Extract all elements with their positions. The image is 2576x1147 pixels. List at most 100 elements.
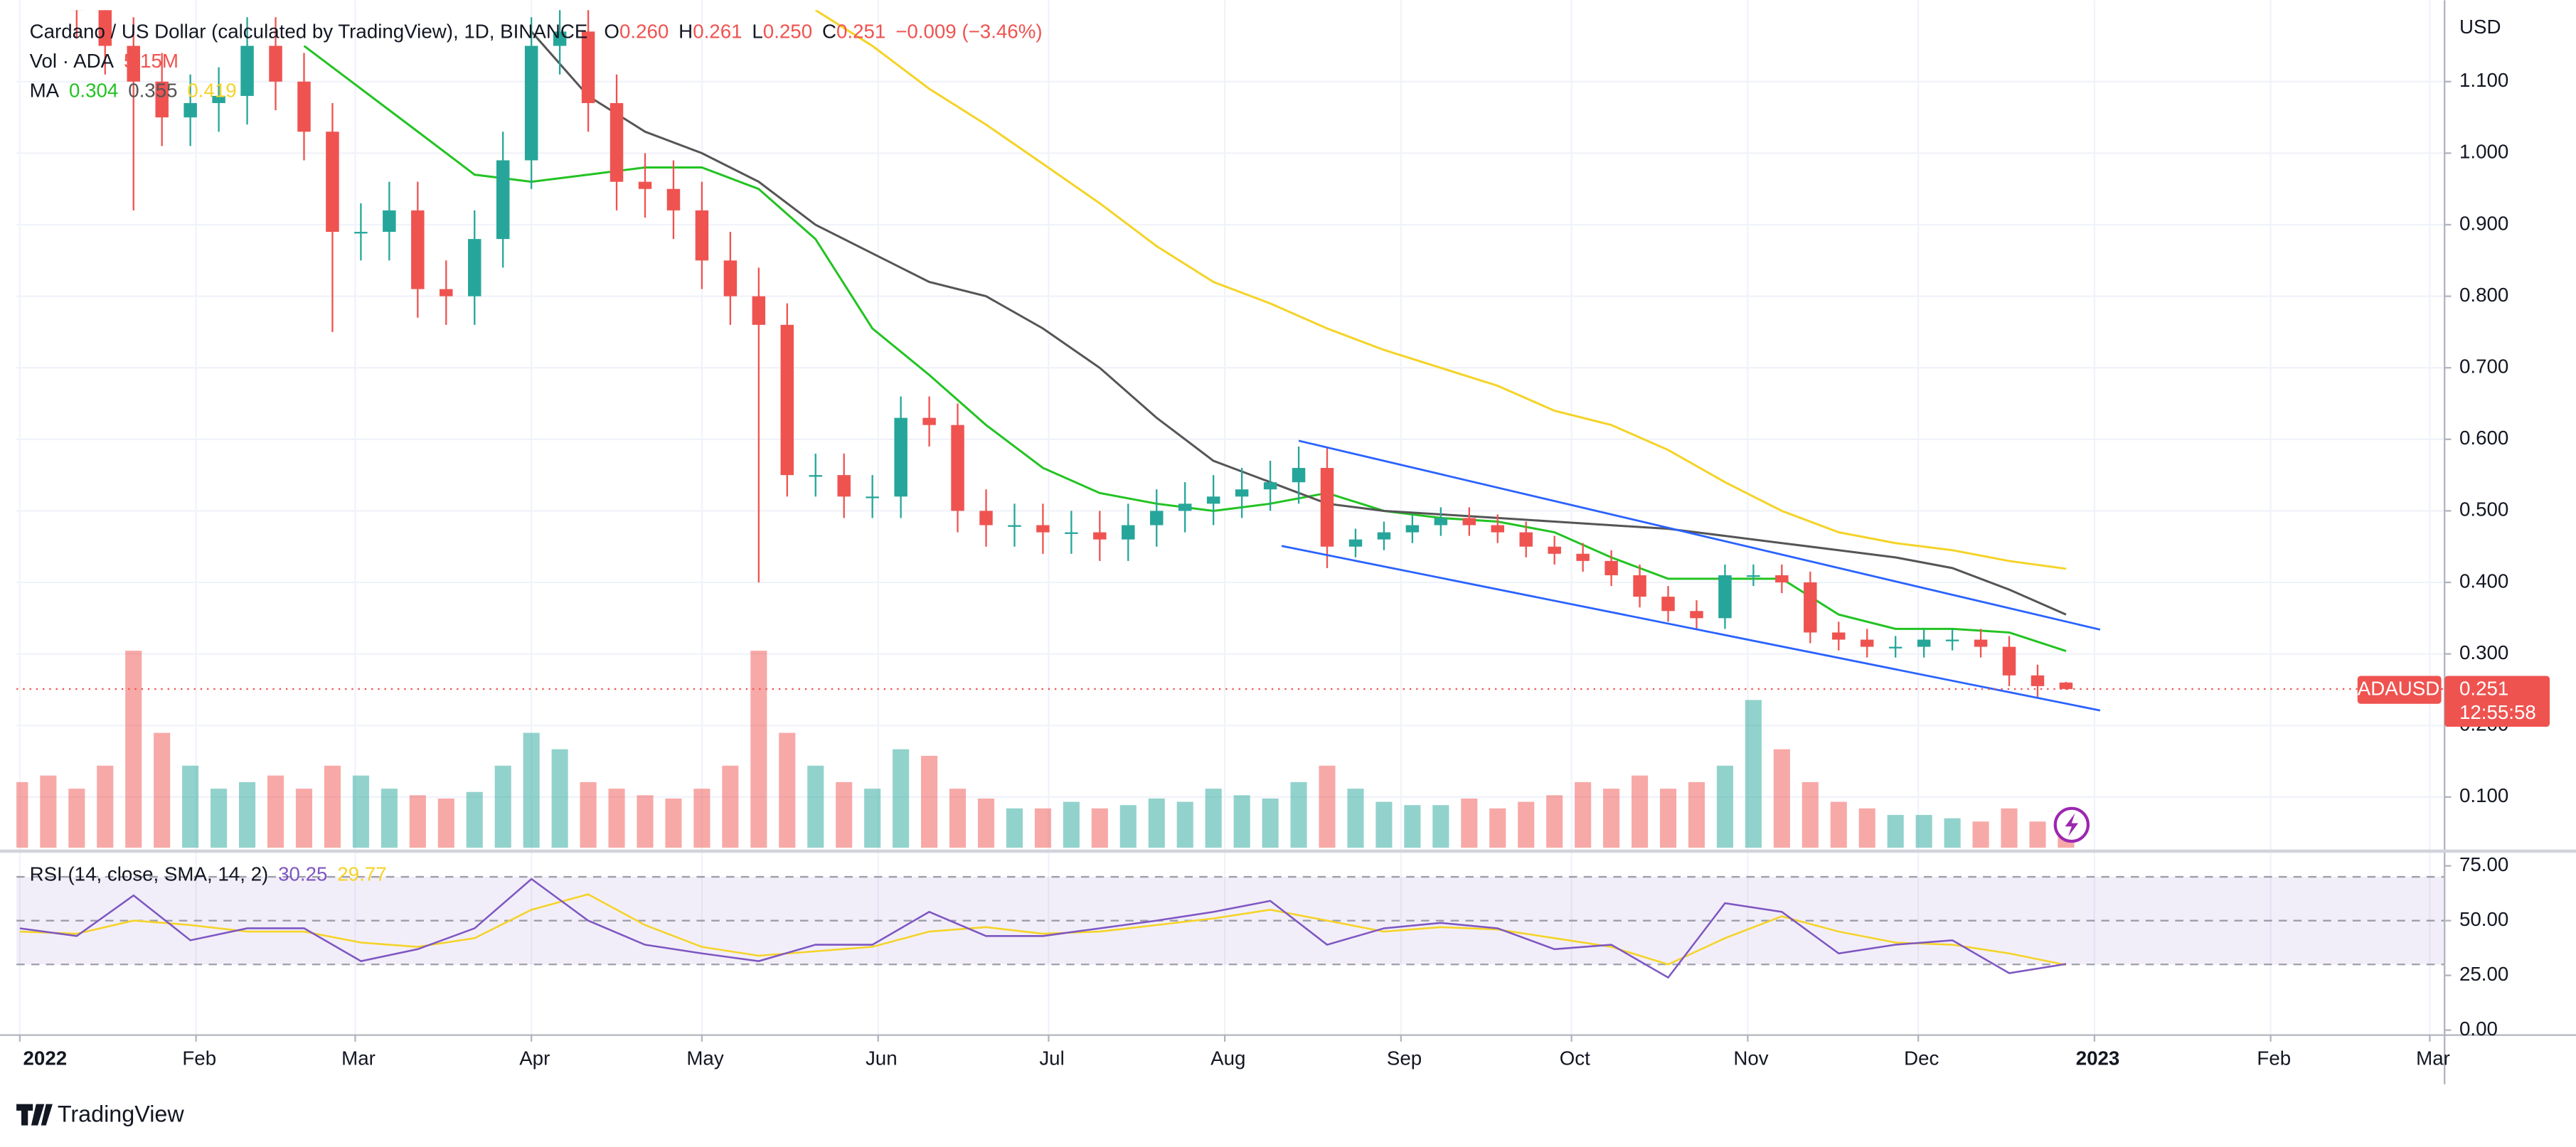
candle-body (1008, 525, 1021, 527)
candle-body (809, 475, 822, 477)
candle-body (1519, 532, 1533, 547)
candle-body (269, 46, 282, 82)
lightning-icon[interactable] (2053, 806, 2090, 843)
title: Cardano / US Dollar (calculated by Tradi… (30, 21, 588, 43)
candle-body (1775, 575, 1789, 583)
axes: 2022 Feb Mar Apr May Jun Jul Aug Sep Oct Nov Dec 202… (18, 69, 2508, 1069)
volume-bar (1716, 765, 1733, 848)
candle-body (240, 46, 254, 96)
ma-value: 0.419 (187, 80, 236, 102)
candle-body (1661, 597, 1675, 612)
candle-body (1320, 468, 1334, 547)
candle-body (1150, 511, 1164, 526)
ma-value: 0.304 (69, 80, 118, 102)
candle-body (297, 81, 311, 132)
y-tick-label: 0.500 (2459, 498, 2508, 521)
volume-bar (1347, 789, 1364, 848)
x-tick-label: 2023 (2076, 1047, 2120, 1069)
volume-bar (893, 749, 910, 848)
candle-body (1548, 546, 1561, 554)
readout-label: C (822, 21, 836, 43)
volume-bar (1176, 801, 1193, 848)
y-tick-label: 1.100 (2459, 69, 2508, 91)
rsi-tick-label: 50.00 (2459, 908, 2508, 930)
y-tick-label: 0.900 (2459, 212, 2508, 234)
x-tick-label: Nov (1733, 1047, 1768, 1069)
volume-bar (267, 775, 284, 848)
candle-body (1093, 532, 1107, 540)
candle-body (468, 239, 481, 297)
y-tick-label: 0.300 (2459, 641, 2508, 663)
y-tick-label: 1.000 (2459, 141, 2508, 163)
candle-body (638, 181, 652, 189)
candle-body (666, 188, 681, 210)
candle-body (2031, 675, 2045, 686)
x-tick-label: Jun (866, 1047, 898, 1069)
rsi-line (19, 877, 2067, 979)
candle-body (1832, 632, 1846, 640)
volume-bar (1319, 765, 1336, 848)
volume-bar (239, 781, 256, 848)
change: −0.009 (−3.46%) (895, 21, 1042, 43)
price-badge (2444, 676, 2550, 727)
volume-bar (693, 789, 710, 848)
x-tick-label: Dec (1904, 1047, 1939, 1069)
candle-body (894, 417, 908, 497)
candle-body (1377, 532, 1391, 540)
volume-bar (295, 789, 313, 848)
header: Cardano / US Dollar (calculated by Tradi… (30, 21, 1043, 885)
candle-body (212, 95, 225, 103)
candle-body (553, 31, 567, 46)
volume-bar (1972, 821, 1989, 848)
volume-bar (1404, 805, 1421, 848)
candle-body (2002, 646, 2016, 676)
volume-bar (637, 795, 654, 848)
volume-bar (466, 791, 483, 848)
candle-body (1036, 525, 1050, 533)
candle-body (1292, 468, 1306, 483)
currency: USD (2459, 16, 2501, 38)
y-tick-label: 0.800 (2459, 284, 2508, 306)
x-tick-label: Apr (519, 1047, 550, 1069)
x-tick-label: Sep (1387, 1047, 1422, 1069)
volume-bar (864, 789, 881, 848)
y-tick-label: 0.700 (2459, 356, 2508, 378)
trend-line (1298, 439, 2101, 631)
volume-bar (523, 732, 540, 848)
x-tick-label: Aug (1210, 1047, 1245, 1069)
volume-bar (1148, 798, 1165, 848)
volume-bar (68, 789, 85, 848)
candle-body (70, 10, 84, 11)
candle-body (127, 46, 140, 82)
candle-body (440, 289, 453, 297)
rsi-tick-label: 25.00 (2459, 963, 2508, 985)
volume-bar (949, 789, 967, 848)
candle-body (695, 210, 709, 261)
candle-body (1065, 532, 1078, 534)
icon-bolt (2065, 813, 2079, 837)
volume-bar (2029, 821, 2046, 848)
candle-body (1206, 496, 1220, 504)
x-tick-label: Oct (1560, 1047, 1590, 1069)
rsi-legend: RSI (14, close, SMA, 14, 2) 30.25 29.77 (30, 863, 387, 885)
volume-bar (921, 755, 938, 848)
volume-label: Vol · ADA (30, 50, 115, 72)
volume-bar (665, 798, 682, 848)
readout-label: H (678, 21, 693, 43)
volume-bar (1830, 801, 1847, 848)
x-tick-label: Feb (182, 1047, 216, 1069)
candle-body (1860, 639, 1874, 647)
readout-value: 0.250 (763, 21, 812, 43)
volume-bar (1461, 798, 1478, 848)
volume-bar (807, 765, 824, 848)
volume-bar (1575, 781, 1592, 848)
x-tick-label: Mar (341, 1047, 376, 1069)
volume-bar (494, 765, 511, 848)
x-tick-label: Mar (2416, 1047, 2450, 1069)
x-tick-label: Feb (2257, 1047, 2291, 1069)
volume-bar (182, 765, 199, 848)
candle-body (1576, 553, 1590, 561)
candle-body (98, 10, 112, 46)
candle-body (1633, 575, 1646, 597)
